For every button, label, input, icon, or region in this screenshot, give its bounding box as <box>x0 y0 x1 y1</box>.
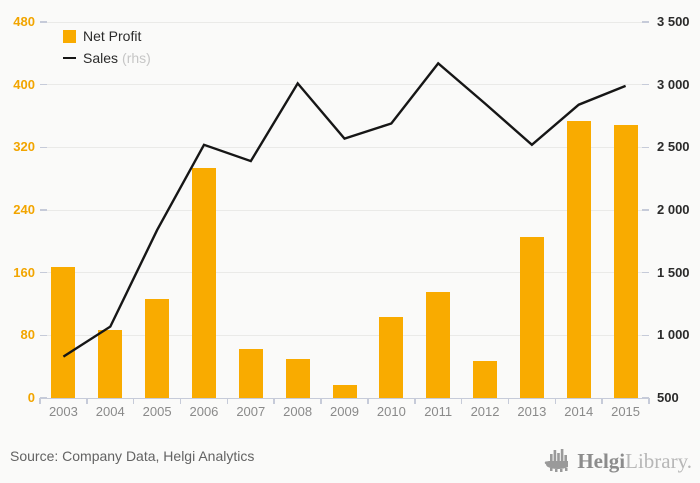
x-axis-tick <box>39 398 41 404</box>
x-axis-tick <box>554 398 557 404</box>
x-axis-tick <box>179 398 182 404</box>
axis-tick <box>642 209 649 211</box>
left-axis-tick-label: 160 <box>13 264 35 280</box>
logo-library-text: Library. <box>625 449 692 473</box>
plot-area <box>39 21 650 404</box>
sales-line <box>62 61 627 358</box>
x-axis-tick <box>86 398 88 404</box>
left-axis-tick-label: 400 <box>13 76 35 92</box>
x-axis-label-2007: 2007 <box>236 404 266 419</box>
helgi-hedgehog-icon <box>545 449 569 472</box>
x-axis-label-2005: 2005 <box>142 404 172 419</box>
axis-tick <box>642 334 649 337</box>
axis-tick <box>40 83 47 86</box>
x-axis-tick <box>226 398 229 404</box>
x-axis-label-2010: 2010 <box>376 404 406 419</box>
x-axis-tick <box>273 398 275 404</box>
logo-helgi-text: Helgi <box>577 449 626 473</box>
axis-tick <box>40 397 47 399</box>
x-axis-tick <box>367 398 369 404</box>
right-axis-tick-label: 3 500 <box>657 14 690 29</box>
x-axis-tick <box>132 398 135 404</box>
x-axis-tick <box>507 398 510 404</box>
legend-rhs-note: (rhs) <box>122 50 151 66</box>
x-axis-tick <box>648 398 650 404</box>
x-axis-tick <box>414 398 416 404</box>
sales-line-path <box>62 61 627 358</box>
gridline <box>40 334 649 336</box>
x-axis-label-2014: 2014 <box>564 404 594 419</box>
right-axis-tick-label: 2 500 <box>657 139 690 155</box>
x-axis-line <box>40 397 649 399</box>
left-axis-tick-label: 80 <box>20 327 35 343</box>
legend-label: Net Profit <box>83 28 142 44</box>
bar-2004 <box>98 329 123 398</box>
axis-tick <box>40 146 47 149</box>
source-text: Source: Company Data, Helgi Analytics <box>10 448 255 464</box>
axis-tick <box>642 21 649 23</box>
bar-2008 <box>285 358 310 398</box>
x-axis-label-2008: 2008 <box>283 404 313 419</box>
helgi-library-logo: HelgiLibrary. <box>544 447 692 474</box>
axis-tick <box>40 271 47 274</box>
x-axis-label-2011: 2011 <box>424 404 453 419</box>
bar-2007 <box>238 348 263 398</box>
right-axis-tick-label: 1 500 <box>657 264 690 280</box>
bar-2014 <box>566 121 591 398</box>
x-axis-tick <box>320 398 322 404</box>
sales-line-swatch-icon <box>63 56 76 60</box>
bar-2015 <box>613 125 638 398</box>
bar-2012 <box>473 361 498 398</box>
bar-2010 <box>379 317 404 398</box>
bar-2005 <box>145 299 170 398</box>
left-axis-tick-label: 480 <box>13 14 35 29</box>
gridline <box>40 209 649 211</box>
axis-tick <box>642 271 649 274</box>
gridline <box>40 146 649 148</box>
right-axis-tick-label: 2 000 <box>657 202 690 217</box>
legend-label: Sales <box>83 50 119 66</box>
legend-item-sales: Sales (rhs) <box>63 47 151 69</box>
x-axis-label-2003: 2003 <box>48 404 78 419</box>
axis-tick <box>40 21 47 23</box>
x-axis-tick <box>601 398 603 404</box>
bar-2013 <box>519 237 544 398</box>
bar-2011 <box>426 292 451 398</box>
logo-wordmark: HelgiLibrary. <box>577 448 692 474</box>
x-axis-label-2009: 2009 <box>330 404 359 419</box>
right-axis-tick-label: 3 000 <box>657 76 690 92</box>
legend-item-net-profit: Net Profit <box>63 25 151 47</box>
axis-tick <box>40 209 47 211</box>
x-axis-label-2006: 2006 <box>189 404 219 419</box>
x-axis-tick <box>460 398 463 404</box>
gridline <box>40 272 649 274</box>
left-axis-tick-label: 320 <box>13 139 35 155</box>
right-axis-tick-label: 500 <box>657 390 679 405</box>
x-axis-label-2012: 2012 <box>470 404 500 419</box>
axis-tick <box>642 146 649 149</box>
axis-tick <box>642 397 649 399</box>
bar-2006 <box>191 168 216 398</box>
net-profit-swatch-icon <box>63 29 76 43</box>
x-axis-label-2013: 2013 <box>517 404 547 419</box>
legend: Net Profit Sales (rhs) <box>63 25 151 69</box>
gridline <box>40 84 649 86</box>
axis-tick <box>40 334 47 337</box>
right-axis-tick-label: 1 000 <box>657 327 690 343</box>
x-axis-label-2015: 2015 <box>611 404 641 419</box>
bar-2003 <box>51 267 76 398</box>
left-axis-tick-label: 0 <box>27 390 35 405</box>
bar-2009 <box>332 384 357 398</box>
axis-tick <box>642 83 649 86</box>
gridline <box>40 21 649 23</box>
x-axis-label-2004: 2004 <box>95 404 125 419</box>
left-axis-tick-label: 240 <box>13 202 35 217</box>
